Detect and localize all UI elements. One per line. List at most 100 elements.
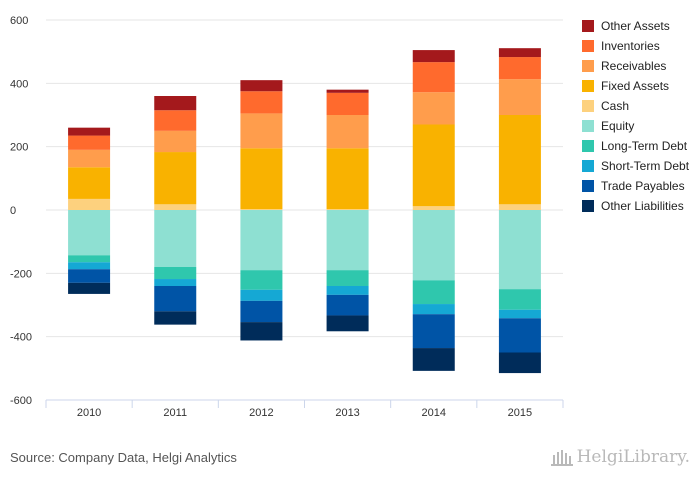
bar-receivables-2012 <box>240 113 283 149</box>
y-tick-label: 0 <box>10 205 16 217</box>
legend-label-equity: Equity <box>601 119 634 133</box>
bar-other-assets-2012 <box>240 80 283 92</box>
legend-swatch-cash <box>582 100 594 112</box>
grid-lines <box>46 19 563 401</box>
legend-label-receivables: Receivables <box>601 59 666 73</box>
x-tick-label: 2012 <box>249 407 273 419</box>
bar-cash-2010 <box>68 198 111 210</box>
legend-swatch-fixed-assets <box>582 80 594 92</box>
bar-other-assets-2010 <box>68 127 111 136</box>
bar-equity-2012 <box>240 210 283 271</box>
bar-inventories-2013 <box>326 92 369 115</box>
bar-other-assets-2011 <box>154 96 197 111</box>
brand-logo: HelgiLibrary. <box>550 447 690 467</box>
bars <box>68 48 541 374</box>
bar-short-term-debt-2013 <box>326 286 369 295</box>
bar-cash-2011 <box>154 204 197 210</box>
bar-other-liabilities-2014 <box>412 348 455 371</box>
legend-label-fixed-assets: Fixed Assets <box>601 79 669 93</box>
bar-equity-2014 <box>412 210 455 281</box>
legend-swatch-other-liabilities <box>582 200 594 212</box>
y-tick-label: 600 <box>10 15 28 27</box>
legend-label-cash: Cash <box>601 99 629 113</box>
bar-inventories-2014 <box>412 62 455 93</box>
legend-label-trade-payables: Trade Payables <box>601 179 685 193</box>
bar-fixed-assets-2011 <box>154 152 197 205</box>
bar-fixed-assets-2014 <box>412 124 455 207</box>
y-tick-label: 200 <box>10 142 28 154</box>
bar-other-liabilities-2011 <box>154 311 197 325</box>
legend-swatch-short-term-debt <box>582 160 594 172</box>
bar-trade-payables-2013 <box>326 294 369 316</box>
bar-trade-payables-2014 <box>412 314 455 349</box>
x-tick-label: 2010 <box>77 407 101 419</box>
bar-long-term-debt-2015 <box>498 289 541 310</box>
legend-swatch-receivables <box>582 60 594 72</box>
legend-swatch-equity <box>582 120 594 132</box>
x-tick-label: 2011 <box>163 407 187 419</box>
bar-trade-payables-2011 <box>154 286 197 312</box>
legend-label-long-term-debt: Long-Term Debt <box>601 139 688 153</box>
x-tick-label: 2013 <box>335 407 359 419</box>
bar-receivables-2011 <box>154 130 197 153</box>
legend-swatch-long-term-debt <box>582 140 594 152</box>
bar-cash-2015 <box>498 204 541 210</box>
axes: -600 -400 -200 0 200 400 600 2010 2011 2012 2013 20… <box>10 15 564 419</box>
bar-other-liabilities-2013 <box>326 315 369 332</box>
bar-fixed-assets-2013 <box>326 148 369 210</box>
legend-label-short-term-debt: Short-Term Debt <box>601 159 690 173</box>
bar-other-liabilities-2012 <box>240 322 283 341</box>
bar-short-term-debt-2014 <box>412 304 455 315</box>
bar-fixed-assets-2012 <box>240 148 283 210</box>
bar-short-term-debt-2012 <box>240 289 283 301</box>
bar-other-assets-2014 <box>412 50 455 63</box>
bar-cash-2013 <box>326 209 369 210</box>
bar-trade-payables-2012 <box>240 300 283 323</box>
bar-short-term-debt-2015 <box>498 309 541 319</box>
bar-long-term-debt-2012 <box>240 270 283 290</box>
bar-fixed-assets-2015 <box>498 115 541 205</box>
bar-long-term-debt-2011 <box>154 267 197 280</box>
bar-other-liabilities-2015 <box>498 352 541 374</box>
bar-short-term-debt-2010 <box>68 262 111 270</box>
source-note: Source: Company Data, Helgi Analytics <box>10 450 237 465</box>
y-tick-label: -400 <box>10 332 32 344</box>
bar-long-term-debt-2010 <box>68 255 111 263</box>
legend-label-inventories: Inventories <box>601 39 660 53</box>
bar-inventories-2012 <box>240 91 283 114</box>
bar-trade-payables-2015 <box>498 318 541 353</box>
bar-long-term-debt-2014 <box>412 280 455 305</box>
bar-equity-2011 <box>154 210 197 267</box>
bar-long-term-debt-2013 <box>326 270 369 286</box>
bar-short-term-debt-2011 <box>154 279 197 286</box>
bar-receivables-2010 <box>68 149 111 168</box>
bar-equity-2013 <box>326 210 369 271</box>
y-tick-label: 400 <box>10 78 28 90</box>
library-logo-icon <box>550 450 573 466</box>
bar-receivables-2013 <box>326 115 369 149</box>
bar-cash-2012 <box>240 209 283 210</box>
brand-name: HelgiLibrary. <box>576 447 690 467</box>
bar-equity-2010 <box>68 210 111 256</box>
bar-receivables-2014 <box>412 92 455 125</box>
bar-inventories-2015 <box>498 57 541 80</box>
legend-swatch-trade-payables <box>582 180 594 192</box>
bar-inventories-2011 <box>154 110 197 131</box>
x-tick-label: 2014 <box>422 407 446 419</box>
bar-inventories-2010 <box>68 135 111 150</box>
x-tick-label: 2015 <box>508 407 532 419</box>
stacked-bar-chart: -600 -400 -200 0 200 400 600 2010 2011 2012 2013 20… <box>10 15 690 419</box>
bar-other-assets-2013 <box>326 89 369 93</box>
legend-swatch-other-assets <box>582 20 594 32</box>
y-tick-label: -600 <box>10 395 32 407</box>
legend-label-other-liabilities: Other Liabilities <box>601 199 684 213</box>
bar-trade-payables-2010 <box>68 269 111 283</box>
legend-label-other-assets: Other Assets <box>601 19 670 33</box>
legend-swatch-inventories <box>582 40 594 52</box>
bar-receivables-2015 <box>498 79 541 115</box>
bar-cash-2014 <box>412 206 455 210</box>
legend: Other Assets Inventories Receivables Fixed … <box>582 19 690 213</box>
bar-fixed-assets-2010 <box>68 167 111 199</box>
bar-equity-2015 <box>498 210 541 290</box>
bar-other-liabilities-2010 <box>68 282 111 294</box>
